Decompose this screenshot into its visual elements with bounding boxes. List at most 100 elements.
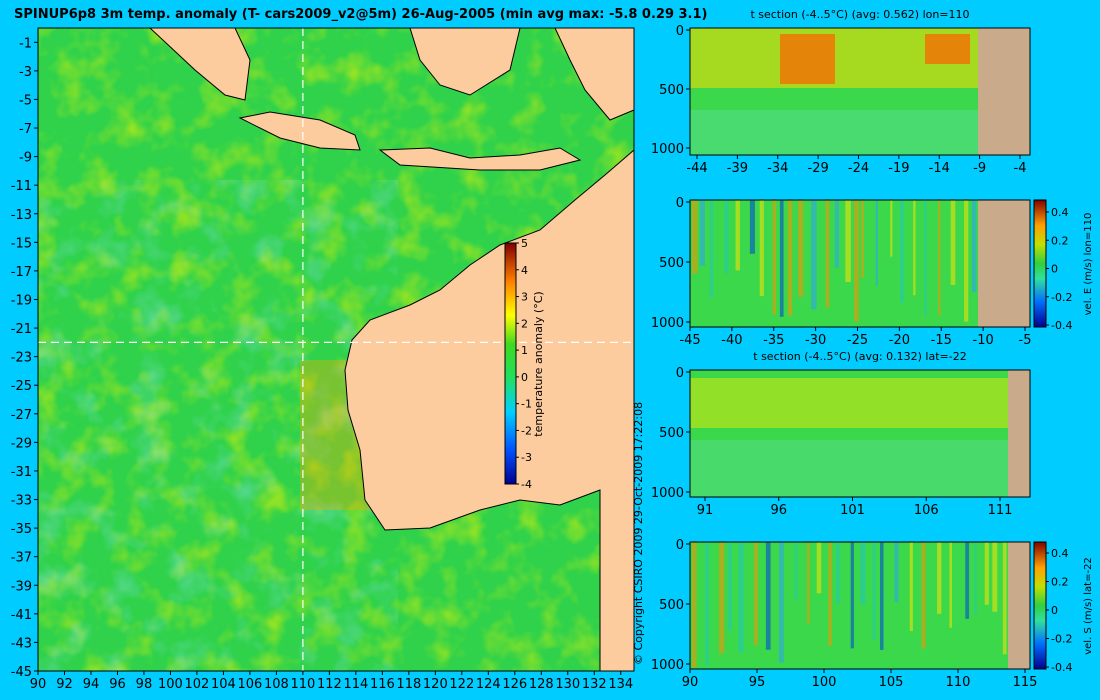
map-y-tick-label: -23 [11,351,32,366]
t-section-lat-frame [689,369,1031,498]
vel-s-section-stripes [692,542,1007,668]
vel-s-stripe [765,542,771,650]
map-x-tick-label: 128 [529,677,554,692]
vel-s-stripe [984,542,989,605]
vel-s-stripe [872,542,876,640]
vel-e-x-tick-label: -40 [721,333,742,348]
land-australia [344,148,635,672]
map-x-tick-label: 132 [582,677,607,692]
vel-e-section-y-axis: 0 500 1000 [651,196,690,331]
vel-s-section-panel: 90 95 100 105 110 115 0 500 1000 0.4 0.2 0 -0.2 -0.… [651,538,1094,690]
vel-e-stripe [861,200,864,279]
vel-s-y-tick-label: 0 [676,538,684,553]
t-section-lat-field [690,370,1030,497]
map-x-tick-label: 94 [83,677,100,692]
t-section-lat-deep-layer [690,440,1008,497]
vel-s-stripe [705,542,709,666]
t-lon-x-tick-label: -24 [848,161,869,176]
map-y-tick-label: -13 [11,208,32,223]
vel-s-stripe [859,542,866,605]
map-x-tick-label: 104 [211,677,236,692]
map-x-tick-label: 118 [396,677,421,692]
t-section-lon-x-axis: -44 -39 -34 -29 -24 -19 -14 -9 -4 [686,155,1026,176]
vel-e-stripe [964,200,969,322]
vel-s-section-y-axis: 0 500 1000 [651,538,690,673]
vel-s-x-tick-label: 115 [1013,675,1038,690]
map-x-tick-label: 92 [56,677,73,692]
t-section-lat-warm-layer [690,378,1008,428]
vel-s-x-tick-label: 110 [946,675,971,690]
vel-s-stripe [1002,542,1007,655]
map-colorbar: 5 4 3 2 1 0 -1 -2 -3 -4 temperature anomaly (°C) [504,237,545,491]
vel-e-x-tick-label: -35 [763,333,784,348]
map-y-tick-label: -3 [19,65,32,80]
t-lat-x-tick-label: 106 [914,503,939,518]
map-x-tick-label: 124 [476,677,501,692]
vel-e-stripe [787,200,793,316]
map-x-tick-label: 126 [502,677,527,692]
vel-e-x-tick-label: -45 [679,333,700,348]
t-lat-x-tick-label: 101 [840,503,865,518]
vel-e-stripe [924,200,927,317]
t-lon-x-tick-label: -9 [973,161,986,176]
map-y-tick-label: -43 [11,636,32,651]
t-section-lon-panel: t section (-4..5°C) (avg: 0.562) lon=110… [651,8,1031,176]
map-y-tick-label: -17 [11,265,32,280]
vel-s-colorbar-tick-label: 0.2 [1051,576,1069,589]
map-y-tick-label: -41 [11,608,32,623]
map-colorbar-tick-label: -1 [521,398,532,411]
map-x-tick-label: 130 [555,677,580,692]
t-lon-x-tick-label: -39 [727,161,748,176]
t-lon-y-tick-label: 500 [659,83,684,98]
vel-s-stripe [992,542,998,612]
vel-e-colorbar-label: vel. E (m/s) lon=110 [1083,213,1094,316]
vel-s-stripe [816,542,822,594]
vel-e-stripe [772,200,777,315]
vel-e-section-frame [689,199,1031,328]
figure-title: SPINUP6p8 3m temp. anomaly (T- cars2009_… [14,7,707,22]
vel-s-colorbar-tick-label: 0 [1051,604,1058,617]
vel-e-stripe [724,200,729,274]
t-lon-x-tick-label: -29 [808,161,829,176]
vel-e-stripe [798,200,804,297]
vel-e-colorbar-tick-label: -0.4 [1051,319,1072,332]
vel-e-stripe [759,200,764,297]
map-x-tick-label: 116 [370,677,395,692]
vel-e-stripe [692,200,698,274]
vel-s-stripe [850,542,854,649]
vel-e-stripe [913,200,916,296]
vel-s-x-tick-label: 100 [812,675,837,690]
map-y-tick-label: -37 [11,551,32,566]
map-colorbar-tick-label: 1 [521,344,528,357]
map-colorbar-tick-label: 3 [521,291,528,304]
vel-s-colorbar-gradient [1033,541,1047,670]
vel-s-x-tick-label: 105 [879,675,904,690]
vel-e-x-tick-label: -5 [1019,333,1032,348]
vel-e-x-tick-label: -30 [805,333,826,348]
t-lon-x-tick-label: -14 [929,161,950,176]
t-section-lat-title: t section (-4..5°C) (avg: 0.132) lat=-22 [753,350,966,363]
t-section-lat-x-axis: 91 96 101 106 111 [697,497,1012,518]
vel-e-colorbar-gradient [1033,199,1047,328]
vel-e-x-tick-label: -10 [973,333,994,348]
vel-e-stripe [709,200,714,298]
t-section-lat-land [1008,370,1030,497]
map-colorbar-tick-label: 4 [521,264,528,277]
vel-e-stripe [950,200,956,285]
t-lat-y-tick-label: 500 [659,426,684,441]
map-y-tick-label: -33 [11,494,32,509]
map-y-tick-label: -45 [11,665,32,680]
vel-s-stripe [807,542,810,624]
vel-s-section-land [1008,542,1030,669]
t-section-lon-title: t section (-4..5°C) (avg: 0.562) lon=110 [750,8,969,21]
vel-e-stripe [875,200,878,286]
vel-s-colorbar-ticks: 0.4 0.2 0 -0.2 -0.4 [1046,547,1072,674]
t-section-lat-panel: t section (-4..5°C) (avg: 0.132) lat=-22… [651,350,1031,518]
map-x-tick-label: 120 [423,677,448,692]
vel-e-stripe [779,200,784,317]
map-colorbar-gradient [504,242,517,485]
vel-e-colorbar-tick-label: 0 [1051,263,1058,276]
map-y-tick-label: -15 [11,236,32,251]
map-colorbar-label: temperature anomaly (°C) [532,291,545,436]
